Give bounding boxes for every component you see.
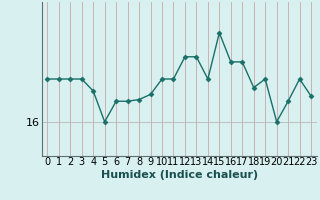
X-axis label: Humidex (Indice chaleur): Humidex (Indice chaleur) (100, 170, 258, 180)
